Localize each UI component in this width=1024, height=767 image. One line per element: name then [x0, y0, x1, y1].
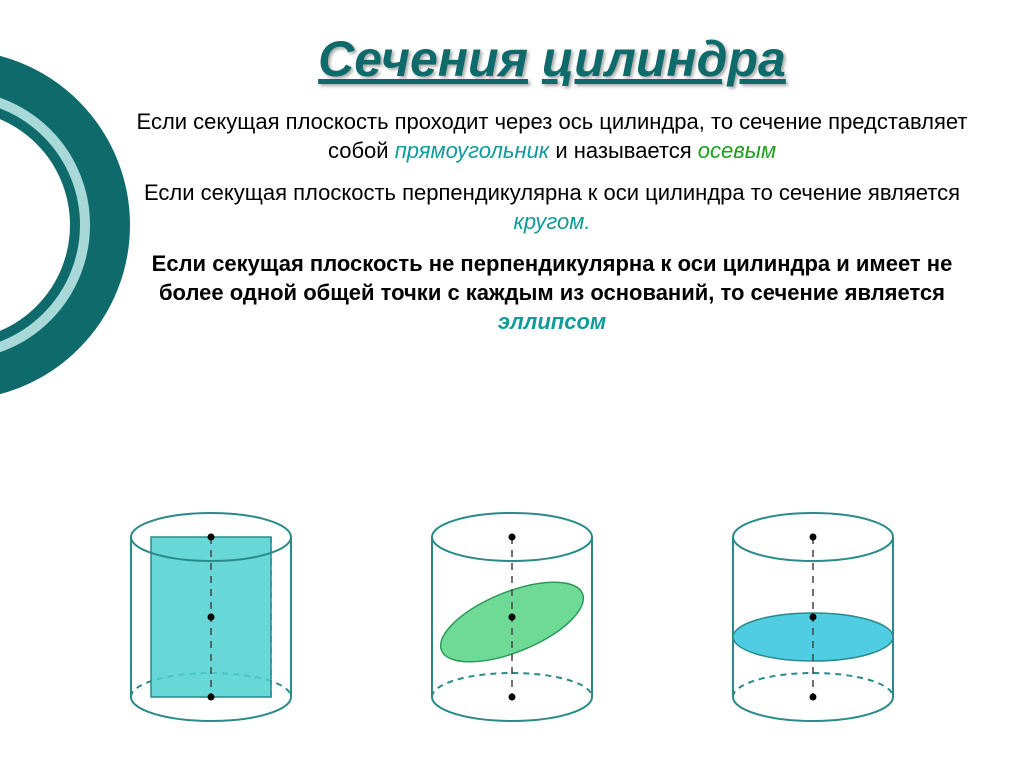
paragraph-ellipse: Если секущая плоскость не перпендикулярн… [130, 250, 974, 336]
keyword-circle: кругом. [514, 209, 591, 234]
title-word-2: цилиндра [542, 31, 786, 87]
text: и называется [549, 138, 698, 163]
title-word-1: Сечения [318, 31, 528, 87]
paragraph-circle: Если секущая плоскость перпендикулярна к… [130, 179, 974, 236]
diagram-oblique-section [402, 487, 622, 747]
slide-content: Сечения цилиндра Если секущая плоскость … [110, 30, 994, 350]
text: Если секущая плоскость не перпендикулярн… [152, 251, 953, 305]
slide-title: Сечения цилиндра [110, 30, 994, 88]
keyword-rectangle: прямоугольник [395, 138, 550, 163]
keyword-axial: осевым [698, 138, 776, 163]
diagram-axial-section [101, 487, 321, 747]
text: Если секущая плоскость перпендикулярна к… [144, 180, 960, 205]
keyword-ellipse: эллипсом [498, 309, 606, 334]
diagram-row [0, 487, 1024, 747]
diagram-cross-section [703, 487, 923, 747]
paragraph-axial: Если секущая плоскость проходит через ос… [130, 108, 974, 165]
